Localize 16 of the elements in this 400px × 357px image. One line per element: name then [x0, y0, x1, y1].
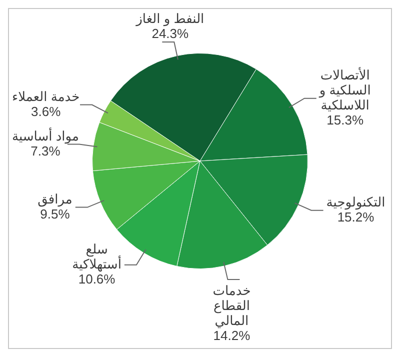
- data-label: 15.3%: [326, 112, 364, 128]
- slice-label: الأتصالات السلكية و اللاسلكية: [318, 66, 371, 112]
- slice-label: خدمات القطاع المالي: [212, 283, 251, 330]
- data-label: 24.3%: [152, 26, 190, 42]
- slice-label: مواد أساسية: [12, 127, 79, 144]
- slice-label: مرافق: [38, 191, 72, 208]
- slice-label: سلع أستهلاكية: [72, 241, 122, 272]
- slice-label: التكنولوجية: [326, 194, 386, 210]
- data-label: 3.6%: [30, 104, 62, 119]
- data-label: 14.2%: [213, 328, 251, 344]
- data-label: 9.5%: [40, 206, 70, 222]
- slice-label: خدمة العملاء: [12, 88, 80, 104]
- data-label: 15.2%: [337, 209, 375, 224]
- data-label: 10.6%: [78, 271, 116, 286]
- data-label: 7.3%: [30, 143, 61, 158]
- slice-label: النفط و الغاز: [135, 11, 204, 28]
